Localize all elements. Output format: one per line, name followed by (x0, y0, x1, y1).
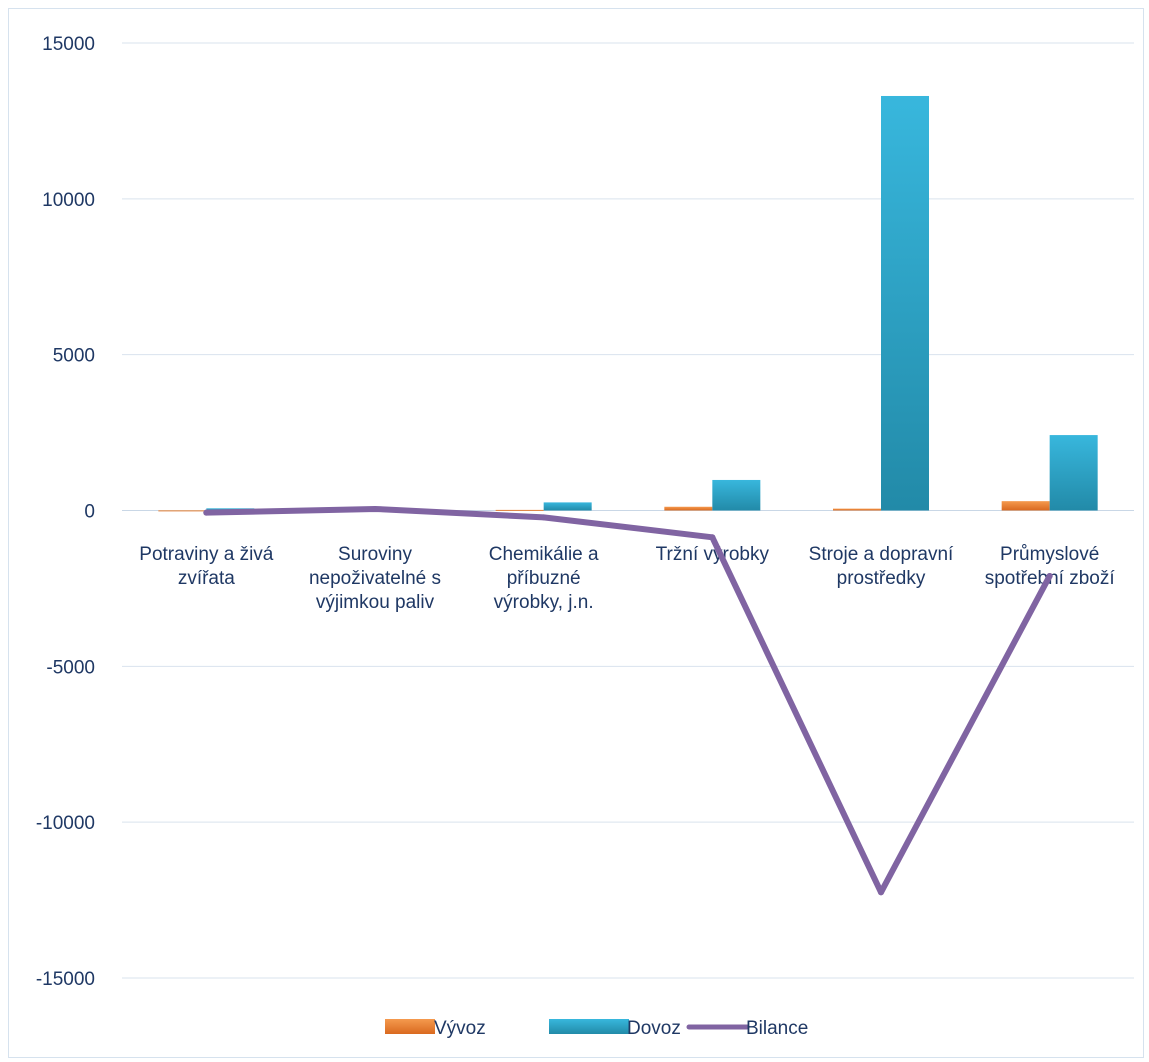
bar-vývoz (1001, 501, 1050, 511)
bar-dovoz (1049, 435, 1098, 511)
y-tick-label: -15000 (36, 969, 95, 990)
bilance-line (203, 505, 1053, 896)
category-label: Tržní výrobky (656, 544, 770, 565)
legend-swatch-vývoz (385, 1019, 435, 1034)
chart-svg: 15000 10000 5000 0 -5000 -10000 -15000 Potravi… (36, 34, 1134, 1039)
bar-vývoz (158, 510, 207, 512)
legend-label: Dovoz (627, 1018, 681, 1039)
category-label: Chemikálie a (489, 544, 599, 565)
bar-vývoz (833, 508, 881, 511)
bar-vývoz (495, 509, 544, 511)
category-labels: Potraviny a živá zvířata Suroviny nepoživat… (139, 544, 1115, 613)
bars (158, 95, 1098, 512)
legend-label: Bilance (746, 1018, 808, 1039)
category-label: výrobky, j.n. (494, 592, 594, 613)
bilance-point (372, 505, 378, 512)
y-tick-label: 5000 (53, 346, 95, 367)
category-label: příbuzné (507, 568, 581, 589)
category-label: Potraviny a živá (139, 544, 274, 565)
bar-dovoz (543, 502, 592, 511)
category-label: Suroviny (338, 544, 412, 565)
y-tick-label: -10000 (36, 813, 95, 834)
bar-vývoz (664, 506, 713, 511)
category-label: prostředky (837, 568, 926, 589)
bilance-point (540, 514, 547, 521)
legend-swatch-dovoz (549, 1019, 629, 1034)
bilance-point (709, 534, 716, 541)
bilance-point (203, 509, 210, 516)
category-label: nepoživatelné s (309, 568, 441, 589)
y-tick-label: -5000 (46, 657, 95, 678)
y-tick-label: 15000 (42, 34, 95, 55)
category-label: Průmyslové (1000, 544, 1099, 565)
y-tick-label: 0 (84, 502, 95, 523)
category-label: výjimkou paliv (316, 592, 435, 613)
legend: Vývoz Dovoz Bilance (385, 1018, 808, 1039)
bilance-point (1046, 572, 1053, 579)
bar-dovoz (712, 479, 761, 511)
category-label: zvířata (178, 568, 235, 589)
bar-dovoz (881, 95, 929, 511)
y-tick-label: 10000 (42, 190, 95, 211)
category-label: Stroje a dopravní (809, 544, 954, 565)
y-axis-ticks: 15000 10000 5000 0 -5000 -10000 -15000 (36, 34, 95, 990)
bilance-line-layer (203, 505, 1053, 896)
legend-label: Vývoz (434, 1018, 486, 1039)
bilance-point (878, 889, 884, 896)
chart-frame: 15000 10000 5000 0 -5000 -10000 -15000 Potravi… (8, 8, 1144, 1058)
